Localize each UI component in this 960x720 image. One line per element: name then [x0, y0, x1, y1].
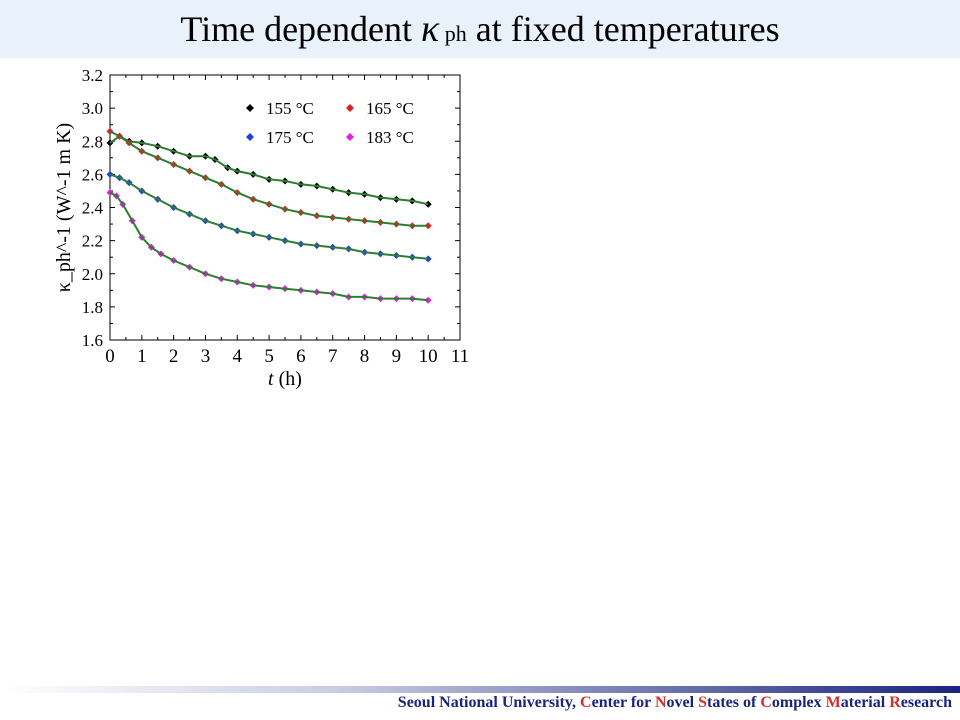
footer-part: C — [760, 694, 772, 711]
footer-part: N — [654, 694, 667, 711]
y-tick-label: 2.0 — [82, 265, 103, 284]
slide-title: Time dependent κ ph at fixed temperature… — [0, 8, 960, 55]
x-tick-label: 10 — [419, 346, 438, 367]
footer-part: S — [698, 694, 707, 711]
legend-marker — [246, 133, 254, 141]
y-tick-label: 2.2 — [82, 232, 103, 251]
x-tick-label: 7 — [328, 346, 338, 367]
legend-marker — [246, 104, 254, 112]
fit-curve — [109, 173, 429, 260]
y-tick-label: 2.8 — [82, 132, 103, 151]
y-tick-label: 2.6 — [82, 165, 103, 184]
x-tick-label: 2 — [169, 346, 179, 367]
x-tick-label: 4 — [233, 346, 243, 367]
footer-rule — [0, 686, 960, 693]
series-2 — [106, 170, 432, 263]
x-tick-label: 3 — [201, 346, 211, 367]
fit-curve — [109, 135, 429, 206]
legend-label: 175 °C — [266, 128, 314, 147]
footer-part: Seoul National University, — [397, 694, 581, 711]
x-tick-label: 8 — [360, 346, 370, 367]
footer-part: esearch — [900, 694, 952, 711]
series-3 — [106, 189, 432, 304]
legend-label: 165 °C — [366, 99, 414, 118]
x-tick-label: 9 — [392, 346, 402, 367]
y-tick-label: 2.4 — [82, 199, 104, 218]
footer-text: Seoul National University, Center for No… — [398, 694, 952, 712]
title-prefix: Time dependent — [180, 9, 422, 49]
footer-part: ovel — [666, 694, 699, 711]
y-tick-label: 1.6 — [82, 331, 103, 350]
footer-part: R — [889, 694, 901, 711]
legend-label: 183 °C — [366, 128, 414, 147]
y-tick-label: 3.0 — [82, 99, 103, 118]
y-axis-label: κ_ph^-1 (W^-1 m K) — [53, 123, 75, 292]
title-bar — [0, 0, 960, 58]
footer-part: omplex — [771, 694, 826, 711]
data-point — [106, 170, 114, 178]
series-0 — [106, 132, 432, 208]
data-point — [106, 189, 114, 197]
x-tick-label: 11 — [451, 346, 469, 367]
x-axis-unit: (h) — [274, 368, 302, 390]
footer-part: enter for — [591, 694, 655, 711]
x-tick-label: 1 — [137, 346, 147, 367]
fit-curve — [109, 191, 429, 302]
y-tick-label: 3.2 — [82, 66, 103, 85]
title-kappa: κ — [421, 8, 440, 50]
footer-part: tates of — [707, 694, 761, 711]
legend-label: 155 °C — [266, 99, 314, 118]
footer-part: M — [825, 694, 841, 711]
x-tick-label: 5 — [264, 346, 274, 367]
title-suffix: at fixed temperatures — [466, 9, 780, 49]
x-axis-variable: t — [268, 368, 274, 390]
legend-marker — [346, 104, 354, 112]
x-axis-label: t (h) — [268, 368, 302, 390]
series-1 — [106, 127, 432, 230]
x-tick-label: 6 — [296, 346, 306, 367]
footer-part: aterial — [840, 694, 890, 711]
footer-part: C — [580, 694, 592, 711]
legend-marker — [346, 133, 354, 141]
x-tick-label: 0 — [105, 346, 115, 367]
fit-curve — [109, 130, 429, 227]
title-subscript: ph — [439, 21, 467, 46]
y-tick-label: 1.8 — [82, 298, 103, 317]
